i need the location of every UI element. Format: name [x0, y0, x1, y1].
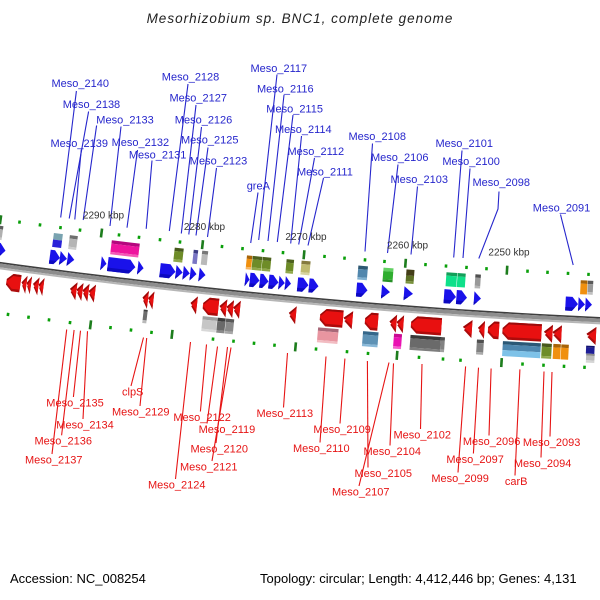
svg-text:Meso_2116: Meso_2116: [257, 83, 314, 95]
svg-text:Meso_2106: Meso_2106: [371, 152, 429, 164]
svg-text:Meso_2135: Meso_2135: [46, 397, 104, 409]
svg-text:Meso_2103: Meso_2103: [391, 174, 449, 186]
svg-text:Topology: circular; Length: 4,: Topology: circular; Length: 4,412,446 bp…: [260, 571, 577, 586]
svg-text:Meso_2107: Meso_2107: [332, 486, 390, 498]
svg-text:Meso_2134: Meso_2134: [56, 419, 114, 431]
svg-text:Meso_2115: Meso_2115: [266, 103, 323, 115]
svg-text:Meso_2123: Meso_2123: [190, 156, 248, 168]
svg-text:Meso_2124: Meso_2124: [148, 479, 206, 491]
svg-text:Meso_2122: Meso_2122: [173, 412, 231, 424]
svg-text:Meso_2111: Meso_2111: [297, 166, 353, 178]
svg-text:Meso_2121: Meso_2121: [180, 461, 238, 473]
svg-text:2290 kbp: 2290 kbp: [83, 210, 125, 221]
svg-text:Meso_2137: Meso_2137: [25, 454, 83, 466]
svg-text:Meso_2119: Meso_2119: [199, 424, 256, 436]
svg-text:Meso_2109: Meso_2109: [313, 424, 371, 436]
svg-text:clpS: clpS: [122, 386, 143, 398]
svg-text:Meso_2098: Meso_2098: [473, 177, 531, 189]
svg-text:Meso_2091: Meso_2091: [533, 203, 591, 215]
svg-text:Meso_2127: Meso_2127: [170, 93, 228, 105]
svg-text:Meso_2132: Meso_2132: [112, 137, 170, 149]
svg-text:Meso_2108: Meso_2108: [349, 131, 407, 143]
svg-text:Meso_2133: Meso_2133: [96, 115, 154, 127]
svg-text:greA: greA: [247, 180, 271, 192]
svg-text:Meso_2113: Meso_2113: [257, 408, 314, 420]
svg-text:Meso_2120: Meso_2120: [191, 443, 249, 455]
svg-text:2280 kbp: 2280 kbp: [184, 222, 226, 233]
svg-text:2250 kbp: 2250 kbp: [488, 247, 530, 258]
svg-text:Meso_2099: Meso_2099: [431, 473, 489, 485]
svg-text:Meso_2100: Meso_2100: [442, 156, 500, 168]
svg-text:carB: carB: [505, 476, 528, 488]
svg-text:Meso_2110: Meso_2110: [293, 443, 350, 455]
svg-text:Meso_2129: Meso_2129: [112, 406, 170, 418]
svg-text:Meso_2126: Meso_2126: [175, 115, 233, 127]
svg-text:Meso_2102: Meso_2102: [394, 429, 452, 441]
svg-text:Meso_2105: Meso_2105: [355, 468, 413, 480]
svg-text:Meso_2139: Meso_2139: [51, 138, 109, 150]
svg-text:Meso_2112: Meso_2112: [288, 146, 345, 158]
svg-text:Meso_2136: Meso_2136: [35, 436, 93, 448]
svg-text:Meso_2128: Meso_2128: [162, 72, 220, 84]
svg-text:Meso_2096: Meso_2096: [463, 436, 521, 448]
svg-text:Meso_2140: Meso_2140: [52, 78, 110, 90]
svg-text:Meso_2097: Meso_2097: [446, 454, 504, 466]
svg-text:Meso_2094: Meso_2094: [514, 458, 572, 470]
svg-text:Meso_2101: Meso_2101: [436, 138, 494, 150]
svg-text:Meso_2093: Meso_2093: [523, 437, 581, 449]
svg-text:Mesorhizobium sp. BNC1, comple: Mesorhizobium sp. BNC1, complete genome: [147, 11, 454, 26]
svg-text:Meso_2138: Meso_2138: [63, 99, 120, 111]
svg-text:2270 kbp: 2270 kbp: [285, 232, 327, 243]
svg-text:Meso_2117: Meso_2117: [251, 63, 308, 75]
svg-text:Meso_2131: Meso_2131: [129, 149, 187, 161]
svg-text:Meso_2104: Meso_2104: [364, 446, 422, 458]
svg-text:Accession: NC_008254: Accession: NC_008254: [10, 571, 146, 586]
svg-text:2260 kbp: 2260 kbp: [387, 240, 429, 251]
svg-text:Meso_2114: Meso_2114: [275, 124, 332, 136]
svg-text:Meso_2125: Meso_2125: [181, 135, 239, 147]
